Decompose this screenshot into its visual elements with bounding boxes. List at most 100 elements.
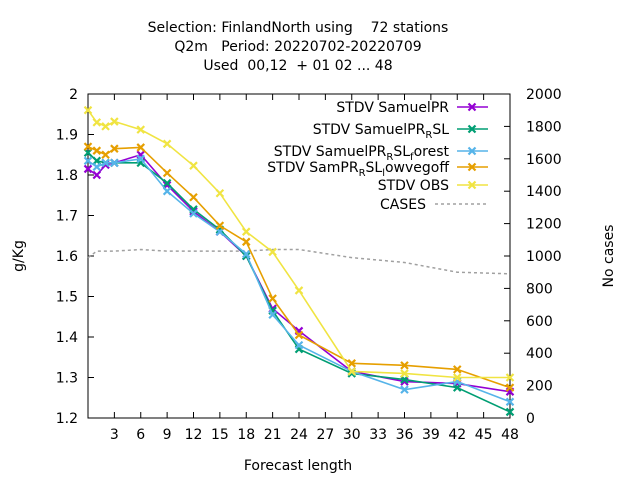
series-1 [83, 150, 515, 396]
chart-title: Selection: FinlandNorth using 72 station… [148, 20, 449, 74]
y2-tick-label: 1000 [526, 249, 562, 265]
legend-label-main: STDV SamuelPR [336, 100, 449, 116]
y2-tick-label: 600 [526, 314, 553, 330]
data-point [241, 227, 251, 236]
data-point [347, 367, 357, 376]
legend-swatch-marker [467, 162, 477, 172]
x-tick-label: 3 [110, 427, 119, 443]
legend-swatch-marker [467, 124, 477, 134]
legend-label-main: STDV SamuelPR [313, 122, 426, 138]
data-point [215, 221, 225, 230]
series-line [87, 157, 511, 403]
y2-tick-label: 1400 [526, 184, 562, 200]
legend-label-part: SL [393, 144, 410, 160]
legend-swatch-marker [467, 102, 477, 112]
y-tick-label: 1.5 [56, 290, 78, 306]
x-tick-label: 36 [396, 427, 414, 443]
data-point [83, 142, 93, 151]
y2-axis-label: No cases [601, 225, 617, 288]
x-tick-label: 15 [211, 427, 229, 443]
data-point [215, 188, 225, 198]
data-point [400, 369, 409, 378]
data-point [92, 146, 102, 155]
cases-series-line [87, 248, 511, 275]
data-point [505, 383, 515, 392]
y2-tick-label: 0 [526, 411, 535, 427]
legend-label-1: STDV SamuelPR [336, 100, 449, 116]
data-point [452, 373, 462, 382]
legend-label-part: SL [432, 122, 449, 138]
data-point [268, 310, 277, 320]
data-point [110, 158, 119, 168]
data-point [83, 164, 93, 174]
data-point [162, 168, 172, 178]
y2-tick-label: 1800 [526, 119, 562, 135]
data-point [83, 156, 93, 166]
legend-label-4: STDV SamPRRSLlowvegoff [267, 160, 449, 179]
y2-tick-label: 200 [526, 379, 553, 395]
data-point [241, 237, 251, 247]
data-point [101, 150, 110, 160]
y2-tick-label: 1600 [526, 152, 562, 168]
y-tick-label: 2 [69, 87, 78, 103]
data-point [347, 359, 357, 368]
legend-label-part: R [359, 168, 366, 179]
data-point [452, 365, 462, 374]
data-point [294, 286, 304, 295]
data-point [110, 144, 119, 153]
series-group [83, 105, 515, 417]
y-tick-label: 1.2 [56, 411, 78, 427]
plot-frame [87, 93, 511, 419]
data-point [162, 178, 172, 188]
x-tick-label: 6 [136, 427, 145, 443]
data-point [294, 330, 304, 340]
x-tick-label: 39 [422, 427, 440, 443]
legend-label-part: R [386, 152, 393, 163]
data-point [268, 247, 277, 257]
y-tick-label: 1.4 [56, 330, 78, 346]
data-point [136, 125, 146, 134]
legend-swatch-marker [467, 146, 477, 156]
data-point [101, 122, 110, 131]
data-point [101, 158, 110, 168]
legend-label-part: R [425, 130, 432, 141]
data-point [136, 154, 146, 164]
legend-swatch-marker [467, 180, 477, 190]
y-tick-label: 1.6 [56, 249, 78, 265]
data-point [110, 117, 119, 126]
title-line-3: Used 00,12 + 01 02 ... 48 [203, 58, 392, 74]
legend-label-main: STDV OBS [378, 178, 449, 194]
data-point [189, 209, 198, 218]
x-tick-label: 12 [185, 427, 203, 443]
y2-tick-label: 400 [526, 346, 553, 362]
y-tick-label: 1.9 [56, 128, 78, 144]
data-point [294, 340, 304, 350]
series-4 [83, 142, 515, 392]
y2-tick-label: 1200 [526, 217, 562, 233]
x-tick-label: 9 [163, 427, 172, 443]
x-tick-label: 48 [501, 427, 519, 443]
y2-tick-label: 2000 [526, 87, 562, 103]
x-tick-label: 45 [475, 427, 493, 443]
x-axis-label: Forecast length [244, 458, 352, 474]
legend-label-main: STDV SamuelPR [274, 144, 387, 160]
x-tick-label: 21 [264, 427, 282, 443]
x-tick-label: 18 [237, 427, 255, 443]
series-3 [83, 154, 515, 407]
legend-label-5: STDV OBS [378, 178, 449, 194]
x-tick-label: 24 [290, 427, 308, 443]
legend-label-main: STDV SamPR [267, 160, 359, 176]
title-line-2: Q2m Period: 20220702-20220709 [174, 39, 421, 55]
legend-label-3: STDV SamuelPRRSLforest [274, 144, 450, 163]
y-tick-label: 1.8 [56, 168, 78, 184]
x-tick-label: 30 [343, 427, 361, 443]
axes: 3 6 9 12 15 18 21 24 27 30 33 36 39 42 45 481.21.31.41.… [56, 87, 562, 443]
data-point [92, 118, 102, 127]
data-point [162, 186, 172, 196]
data-point [189, 192, 198, 202]
x-tick-label: 33 [369, 427, 387, 443]
data-point [505, 407, 515, 417]
title-line-1: Selection: FinlandNorth using 72 station… [148, 20, 449, 36]
